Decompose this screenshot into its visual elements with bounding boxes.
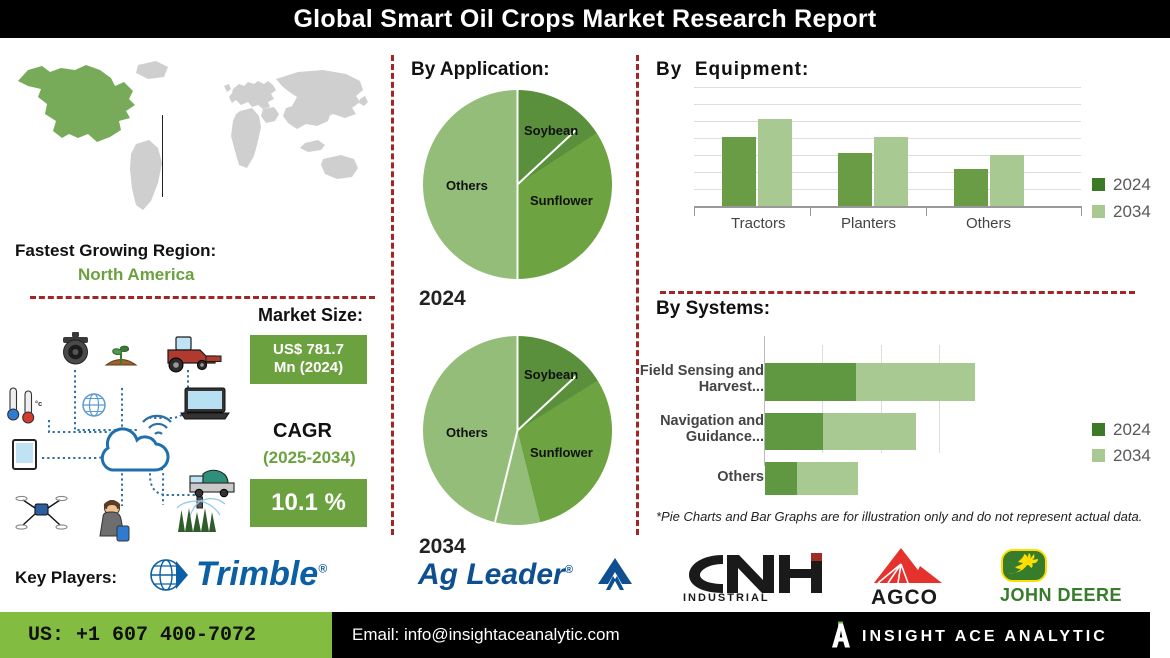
svg-text:°c: °c	[35, 399, 42, 408]
